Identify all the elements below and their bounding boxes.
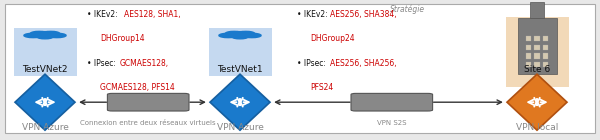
Text: • IKEv2:: • IKEv2: — [297, 10, 328, 19]
Bar — [534, 53, 540, 59]
Bar — [209, 28, 271, 76]
Circle shape — [37, 35, 53, 39]
Text: AES256, SHA384,: AES256, SHA384, — [329, 10, 396, 19]
Text: VPN local: VPN local — [516, 123, 558, 132]
Bar — [543, 53, 548, 59]
Circle shape — [24, 33, 43, 38]
Text: DHGroup14: DHGroup14 — [100, 34, 145, 43]
Text: GCMAES128,: GCMAES128, — [119, 59, 169, 68]
Text: AES128, SHA1,: AES128, SHA1, — [124, 10, 181, 19]
Bar — [526, 36, 531, 41]
Text: PFS24: PFS24 — [310, 83, 334, 92]
Circle shape — [227, 32, 253, 38]
Circle shape — [47, 33, 66, 38]
Text: • IPsec:: • IPsec: — [87, 59, 116, 68]
Bar — [543, 45, 548, 50]
Bar — [526, 62, 531, 67]
Text: VPN Azure: VPN Azure — [22, 123, 68, 132]
Bar — [543, 62, 548, 67]
Circle shape — [32, 32, 58, 38]
FancyBboxPatch shape — [107, 93, 189, 111]
Text: Stratégie: Stratégie — [391, 4, 425, 14]
Text: TestVNet1: TestVNet1 — [217, 66, 263, 74]
Text: Connexion entre deux réseaux virtuels: Connexion entre deux réseaux virtuels — [80, 120, 216, 126]
Text: VPN Azure: VPN Azure — [217, 123, 263, 132]
FancyBboxPatch shape — [351, 93, 433, 111]
Bar — [543, 36, 548, 41]
Circle shape — [42, 31, 59, 35]
Bar — [526, 53, 531, 59]
Polygon shape — [15, 74, 75, 130]
Polygon shape — [507, 74, 567, 130]
Circle shape — [226, 31, 243, 35]
Polygon shape — [210, 74, 270, 130]
Text: GCMAES128, PFS14: GCMAES128, PFS14 — [100, 83, 175, 92]
Bar — [526, 45, 531, 50]
Text: TestVNet2: TestVNet2 — [22, 66, 68, 74]
Bar — [517, 18, 557, 74]
Circle shape — [219, 33, 238, 38]
Text: DHGroup24: DHGroup24 — [310, 34, 355, 43]
Circle shape — [242, 33, 261, 38]
Circle shape — [232, 35, 248, 39]
Circle shape — [31, 31, 48, 35]
Bar — [14, 28, 77, 76]
Bar — [530, 2, 544, 18]
Text: • IKEv2:: • IKEv2: — [87, 10, 120, 19]
Bar — [505, 17, 569, 87]
Text: Site 6: Site 6 — [524, 66, 550, 74]
Text: VPN S2S: VPN S2S — [377, 120, 407, 126]
Bar — [534, 62, 540, 67]
Bar — [534, 45, 540, 50]
Text: AES256, SHA256,: AES256, SHA256, — [329, 59, 396, 68]
Circle shape — [237, 31, 254, 35]
Text: • IPsec:: • IPsec: — [297, 59, 326, 68]
Bar — [534, 36, 540, 41]
